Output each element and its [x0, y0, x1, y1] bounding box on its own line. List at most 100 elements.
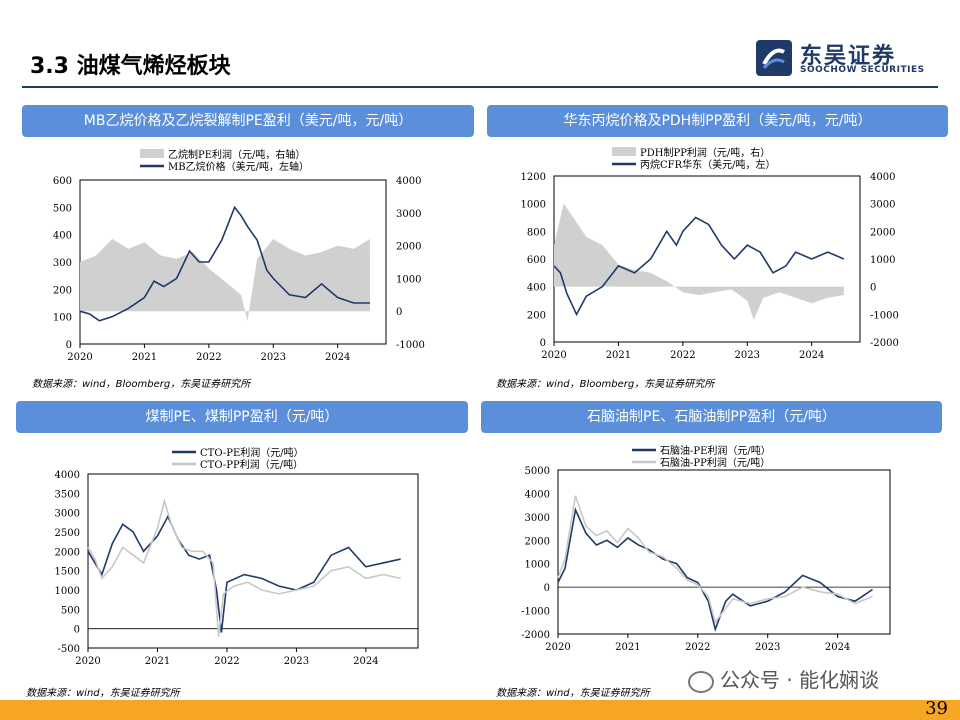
x-tick-label: 2022: [214, 656, 239, 667]
legend-swatch-0: [612, 147, 636, 156]
x-tick-label: 2020: [541, 350, 566, 361]
panel-title-ethane: MB乙烷价格及乙烷裂解制PE盈利（美元/吨，元/吨）: [22, 105, 474, 137]
y-right-tick-label: 0: [870, 283, 876, 294]
chart-naphtha-olefins: -2000 -1000 0 1000 2000 3000 4000 5000 2020 2021 2…: [521, 444, 891, 653]
x-tick-label: 2024: [825, 642, 850, 653]
y-left-tick-label: 4000: [55, 470, 80, 481]
y-left-tick-label: 1200: [521, 172, 546, 183]
y-right-tick-label: 1000: [396, 274, 421, 285]
y-left-tick-label: 200: [53, 285, 72, 296]
y-left-tick-label: 0: [66, 340, 72, 351]
x-tick-label: 2021: [145, 656, 170, 667]
x-tick-label: 2023: [261, 352, 286, 363]
x-tick-label: 2022: [670, 350, 695, 361]
y-left-tick-label: 400: [53, 231, 72, 242]
y-left-tick-label: 2000: [55, 547, 80, 558]
legend-label-1: CTO-PP利润（元/吨）: [200, 458, 303, 471]
x-tick-label: 2022: [196, 352, 221, 363]
x-tick-label: 2021: [606, 350, 631, 361]
x-tick-label: 2024: [325, 352, 350, 363]
series-line-0: [557, 507, 873, 633]
plot-frame: [557, 469, 891, 635]
y-right-tick-label: -2000: [870, 338, 899, 349]
x-tick-label: 2020: [75, 656, 100, 667]
logo-mark-icon: [756, 40, 792, 76]
y-left-tick-label: 2500: [55, 528, 80, 539]
y-left-tick-label: 4000: [525, 489, 550, 500]
y-left-tick-label: 800: [527, 227, 546, 238]
chart-coal-olefins: -500 0 500 1000 1500 2000 2500 3000 3500 4000 2020…: [55, 446, 419, 667]
y-right-tick-label: 4000: [396, 176, 421, 187]
series-line-0: [87, 514, 401, 633]
legend-label-1: MB乙烷价格（美元/吨，左轴）: [168, 160, 309, 173]
y-left-tick-label: 3000: [525, 513, 550, 524]
page-title: 3.3 油煤气烯烃板块: [30, 54, 231, 79]
legend-label-0: CTO-PE利润（元/吨）: [200, 446, 304, 459]
y-left-tick-label: -2000: [521, 630, 550, 641]
y-right-tick-label: -1000: [396, 340, 425, 351]
y-left-tick-label: 0: [544, 583, 550, 594]
x-tick-label: 2020: [545, 642, 570, 653]
legend-label-1: 丙烷CFR华东（美元/吨，左）: [640, 158, 776, 171]
x-tick-label: 2024: [799, 350, 824, 361]
series-line-1: [553, 216, 845, 317]
watermark-text: 公众号 · 能化娴谈: [720, 668, 880, 692]
x-tick-label: 2024: [353, 656, 378, 667]
legend-label-1: 石脑油-PP利润（元/吨）: [660, 456, 770, 469]
y-right-tick-label: 3000: [396, 209, 421, 220]
wechat-icon: [688, 670, 714, 693]
series-area-0: [554, 203, 844, 320]
y-right-tick-label: 0: [396, 307, 402, 318]
y-left-tick-label: 0: [74, 625, 80, 636]
y-left-tick-label: -1000: [521, 607, 550, 618]
y-left-tick-label: 400: [527, 283, 546, 294]
y-left-tick-label: 1000: [521, 200, 546, 211]
plot-frame: [87, 473, 419, 649]
panel-title-propane: 华东丙烷价格及PDH制PP盈利（美元/吨，元/吨）: [487, 105, 948, 137]
series-line-1: [557, 495, 873, 625]
source-note-3: 数据来源：wind，东吴证券研究所: [26, 688, 180, 699]
y-right-tick-label: 1000: [870, 255, 895, 266]
y-right-tick-label: 4000: [870, 172, 895, 183]
y-left-tick-label: 100: [53, 313, 72, 324]
page-number: 39: [925, 698, 948, 719]
source-note-1: 数据来源：wind，Bloomberg，东吴证券研究所: [32, 379, 251, 390]
x-tick-label: 2023: [755, 642, 780, 653]
company-logo: 东吴证券 SOOCHOW SECURITIES: [754, 38, 944, 78]
y-left-tick-label: 5000: [525, 466, 550, 477]
legend-label-0: PDH制PP利润（元/吨，右）: [640, 146, 770, 159]
y-right-tick-label: 2000: [870, 227, 895, 238]
legend-swatch-0: [140, 149, 164, 158]
panel-title-naphtha: 石脑油制PE、石脑油制PP盈利（元/吨）: [481, 401, 942, 433]
x-tick-label: 2023: [735, 350, 760, 361]
y-right-tick-label: 2000: [396, 242, 421, 253]
y-left-tick-label: 600: [527, 255, 546, 266]
y-right-tick-label: 3000: [870, 200, 895, 211]
x-tick-label: 2021: [132, 352, 157, 363]
y-left-tick-label: 1500: [55, 567, 80, 578]
y-left-tick-label: 1000: [525, 560, 550, 571]
header-divider: [22, 86, 938, 88]
legend-label-0: 石脑油-PE利润（元/吨）: [660, 444, 771, 457]
logo-text-cn: 东吴证券: [800, 44, 897, 69]
source-note-2: 数据来源：wind，Bloomberg，东吴证券研究所: [496, 379, 715, 390]
y-left-tick-label: 1000: [55, 586, 80, 597]
legend-label-0: 乙烷制PE利润（元/吨，右轴）: [168, 148, 305, 161]
y-left-tick-label: 300: [53, 258, 72, 269]
chart-propane-pdh: 0 200 400 600 800 1000 1200 -2000 -1000 0 1000 2000…: [521, 146, 899, 361]
series-line-1: [87, 498, 401, 637]
footer-bar: [0, 700, 960, 720]
y-left-tick-label: 600: [53, 176, 72, 187]
watermark: 公众号 · 能化娴谈: [688, 664, 879, 693]
y-left-tick-label: 500: [53, 203, 72, 214]
y-left-tick-label: 2000: [525, 536, 550, 547]
x-tick-label: 2020: [67, 352, 92, 363]
x-tick-label: 2022: [685, 642, 710, 653]
series-area-0: [80, 239, 370, 322]
y-right-tick-label: -1000: [870, 310, 899, 321]
chart-ethane-pe: 0 100 200 300 400 500 600 -1000 0 1000 2000 3000 400…: [53, 148, 425, 363]
panel-title-coal: 煤制PE、煤制PP盈利（元/吨）: [16, 401, 468, 433]
y-left-tick-label: 3500: [55, 489, 80, 500]
source-note-4: 数据来源：wind，东吴证券研究所: [496, 688, 650, 699]
y-left-tick-label: -500: [58, 644, 80, 655]
